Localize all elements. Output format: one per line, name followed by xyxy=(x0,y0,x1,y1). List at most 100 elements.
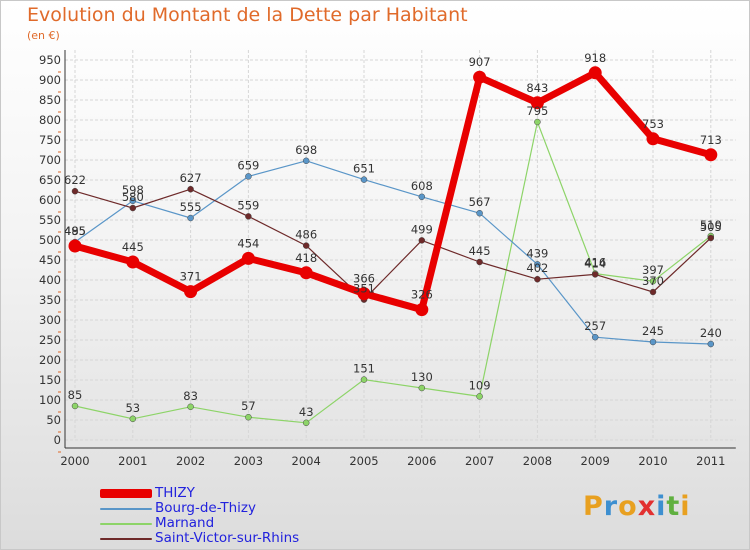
data-point xyxy=(302,157,310,165)
y-tick-label: 850 xyxy=(39,93,61,107)
data-point xyxy=(418,237,426,244)
data-point xyxy=(476,393,483,400)
data-labels: 85 53 83 57 43 151 130 109 795 416 397 510 495 598 555… xyxy=(64,51,722,419)
y-tick-label: 100 xyxy=(39,393,61,407)
data-point xyxy=(476,209,483,217)
data-point xyxy=(591,333,599,341)
data-label: 659 xyxy=(237,158,259,172)
data-label: 43 xyxy=(299,405,314,419)
data-point xyxy=(187,403,194,411)
logo-letter: i xyxy=(656,491,667,522)
proxiti-logo: Proxiti xyxy=(583,491,691,522)
legend-swatch xyxy=(100,489,152,498)
data-label: 918 xyxy=(584,51,606,65)
data-point xyxy=(245,173,252,180)
series-lines xyxy=(68,66,718,427)
chart-title: Evolution du Montant de la Dette par Hab… xyxy=(27,4,468,26)
legend-label: Marnand xyxy=(155,515,215,531)
series-line-thizy xyxy=(71,69,715,314)
data-point xyxy=(530,96,544,110)
x-tick-label: 2011 xyxy=(696,454,725,468)
data-label: 698 xyxy=(295,143,317,157)
data-point xyxy=(534,275,541,283)
data-label: 598 xyxy=(122,183,144,197)
chart-subtitle: (en €) xyxy=(27,29,60,42)
y-tick-label: 300 xyxy=(39,313,61,327)
legend-label: Bourg-de-Thizy xyxy=(155,500,256,516)
data-point xyxy=(129,204,137,212)
y-tick-label: 0 xyxy=(54,433,61,447)
x-tick-label: 2010 xyxy=(638,454,667,468)
data-label: 499 xyxy=(411,222,433,236)
y-tick-label: 50 xyxy=(46,413,61,427)
x-tick-label: 2000 xyxy=(60,454,89,468)
logo-letter: o xyxy=(618,491,638,522)
y-tick-label: 600 xyxy=(39,193,61,207)
data-label: 608 xyxy=(411,179,433,193)
data-label: 627 xyxy=(180,171,202,185)
data-label: 555 xyxy=(180,200,202,214)
x-tick-label: 2008 xyxy=(523,454,552,468)
data-point xyxy=(187,185,194,193)
data-point xyxy=(649,338,657,346)
data-label: 454 xyxy=(237,236,259,250)
data-point xyxy=(302,242,310,249)
data-label: 130 xyxy=(411,370,433,384)
legend-item-marnand[interactable]: Marnand xyxy=(100,516,340,531)
data-point xyxy=(129,415,137,423)
data-label: 53 xyxy=(125,401,140,415)
y-tick-label: 200 xyxy=(39,353,61,367)
data-label: 416 xyxy=(584,256,606,270)
data-label: 439 xyxy=(526,246,548,260)
y-tick-label: 900 xyxy=(39,73,61,87)
data-point xyxy=(649,288,657,296)
logo-letter: x xyxy=(637,491,657,522)
legend-swatch xyxy=(100,523,152,525)
data-label: 418 xyxy=(295,251,317,265)
data-point xyxy=(473,70,487,84)
x-tick-label: 2001 xyxy=(118,454,147,468)
legend-item-bourg-de-thizy[interactable]: Bourg-de-Thizy xyxy=(100,501,340,516)
x-tick-label: 2003 xyxy=(234,454,263,468)
data-label: 567 xyxy=(469,195,491,209)
data-label: 402 xyxy=(526,261,548,275)
data-label: 245 xyxy=(642,324,664,338)
y-tick-label: 650 xyxy=(39,173,61,187)
y-tick-label: 750 xyxy=(39,133,61,147)
data-label: 366 xyxy=(353,272,375,286)
y-tick-labels: 0 50 100 150 200 250 300 350 400 450 500 550 600 650 7… xyxy=(39,53,61,447)
y-tick-label: 700 xyxy=(39,153,61,167)
data-label: 651 xyxy=(353,162,375,176)
x-tick-label: 2005 xyxy=(349,454,378,468)
y-tick-label: 250 xyxy=(39,333,61,347)
data-point xyxy=(302,419,310,427)
data-point xyxy=(126,255,140,269)
data-point xyxy=(360,376,368,383)
grid-lines xyxy=(65,50,736,441)
y-tick-label: 500 xyxy=(39,233,61,247)
legend-label: Saint-Victor-sur-Rhins xyxy=(155,530,300,546)
data-point xyxy=(476,258,483,266)
data-label: 753 xyxy=(642,117,664,131)
data-point xyxy=(707,340,715,348)
x-tick-labels: 2000 2001 2002 2003 2004 2005 2006 2007 2008 2009… xyxy=(60,454,725,468)
y-tick-label: 950 xyxy=(39,53,61,67)
data-label: 371 xyxy=(180,270,202,284)
legend-item-thizy[interactable]: THIZY xyxy=(100,486,340,501)
data-label: 505 xyxy=(700,220,722,234)
data-label: 326 xyxy=(411,288,433,302)
legend-item-saint-victor-sur-rhins[interactable]: Saint-Victor-sur-Rhins xyxy=(100,531,340,546)
data-point xyxy=(184,285,198,299)
data-point xyxy=(299,266,313,280)
axes xyxy=(58,50,736,453)
y-tick-label: 400 xyxy=(39,273,61,287)
series-line-marnand xyxy=(74,121,712,424)
data-label: 85 xyxy=(68,388,83,402)
x-tick-label: 2009 xyxy=(581,454,610,468)
data-point xyxy=(187,214,194,222)
y-tick-label: 800 xyxy=(39,113,61,127)
logo-letter: P xyxy=(583,491,604,522)
data-label: 486 xyxy=(295,228,317,242)
